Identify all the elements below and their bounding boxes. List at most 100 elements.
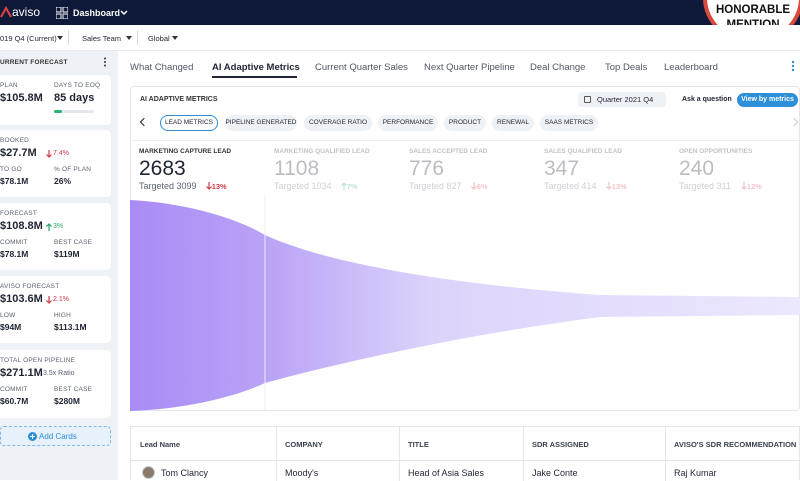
ask-question[interactable]: Ask a question xyxy=(682,96,732,103)
more-dots[interactable] xyxy=(790,60,796,72)
card-value: $27.7M xyxy=(0,147,37,159)
card-value: $108.8M xyxy=(0,220,43,232)
cell: Moody's xyxy=(285,468,319,478)
tab[interactable]: Next Quarter Pipeline xyxy=(424,62,515,73)
card-label: DAYS TO EOQ xyxy=(54,82,101,89)
cell: Raj Kumar xyxy=(674,468,717,478)
metric-chip[interactable]: LEAD METRICS xyxy=(160,115,218,131)
detail-label: BEST CASE xyxy=(54,386,93,393)
trend-arrow xyxy=(46,296,52,304)
summary-card: BOOKED $27.7M 7.4% TO GO $78.1M % OF PLAN 26% xyxy=(0,130,111,197)
summary-card: PLAN $105.8M DAYS TO EOQ 85 days xyxy=(0,75,111,125)
chip-divider xyxy=(131,140,799,141)
column-header[interactable]: TITLE xyxy=(408,440,429,449)
detail-label: TO GO xyxy=(0,166,22,173)
view-button[interactable]: View by metrics xyxy=(737,93,798,107)
trend-arrow xyxy=(470,182,477,190)
detail-value: $60.7M xyxy=(0,396,29,406)
detail-label: % OF PLAN xyxy=(54,166,92,173)
filter[interactable]: Sales Team xyxy=(82,34,122,43)
col-divider xyxy=(399,427,400,481)
tab[interactable]: Current Quarter Sales xyxy=(315,62,408,73)
cell: Tom Clancy xyxy=(161,468,209,478)
detail-value: 26% xyxy=(54,176,72,186)
detail-label: HIGH xyxy=(54,312,72,319)
col-divider xyxy=(276,427,277,481)
tab[interactable]: Leaderboard xyxy=(664,62,718,73)
tab-underline xyxy=(212,76,297,78)
card-label: BOOKED xyxy=(0,137,30,144)
detail-value: $78.1M xyxy=(0,176,29,186)
metric-chip[interactable]: PERFORMANCE xyxy=(378,115,438,131)
card-change: 7.4% xyxy=(53,150,69,157)
tab[interactable]: Top Deals xyxy=(605,62,648,73)
separator xyxy=(68,30,69,45)
stage-value: 240 xyxy=(679,157,715,180)
stage-change: 13% xyxy=(611,182,627,191)
metric-chip[interactable]: PRODUCT xyxy=(444,115,486,131)
stage-change: 6% xyxy=(476,182,488,191)
prev-arrow[interactable] xyxy=(139,117,149,127)
panel-title: AI ADAPTIVE METRICS xyxy=(140,96,218,103)
card-label: PLAN xyxy=(0,82,18,89)
calendar-icon xyxy=(584,96,591,103)
trend-arrow xyxy=(205,182,212,190)
period-select[interactable]: Quarter 2021 Q4 xyxy=(578,92,666,107)
add-cards[interactable]: Add Cards xyxy=(0,426,111,446)
logo: aviso xyxy=(12,5,41,19)
metric-chip[interactable]: SAAS METRICS xyxy=(540,115,598,131)
tab[interactable]: AI Adaptive Metrics xyxy=(212,62,300,73)
sidebar: URRENT FORECAST Add Cards PLAN $105.8M DAY… xyxy=(0,51,118,480)
filter[interactable]: 019 Q4 (Current) xyxy=(0,34,57,43)
separator xyxy=(137,30,138,45)
card-change: 3% xyxy=(53,223,64,230)
metric-chip[interactable]: PIPELINE GENERATED xyxy=(225,115,297,131)
stage-value: 1108 xyxy=(274,157,320,180)
card-note: 3.5x Ratio xyxy=(43,370,75,377)
summary-card: TOTAL OPEN PIPELINE $271.1M 3.5x Ratio COMM… xyxy=(0,350,111,418)
caret xyxy=(126,36,132,40)
detail-value: $119M xyxy=(54,249,80,259)
stage-change: 13% xyxy=(211,182,227,191)
trend-arrow xyxy=(740,182,747,190)
tab[interactable]: Deal Change xyxy=(530,62,586,73)
detail-value: $78.1M xyxy=(0,249,29,259)
period: Quarter 2021 Q4 xyxy=(597,95,654,104)
sidebar-title: URRENT FORECAST xyxy=(0,59,68,66)
stage-target: Targeted 3099 xyxy=(139,181,197,191)
filter[interactable]: Global xyxy=(148,34,170,43)
column-header[interactable]: SDR ASSIGNED xyxy=(532,440,589,449)
cell: Jake Conte xyxy=(532,468,578,478)
detail-label: LOW xyxy=(0,312,16,319)
next-arrow[interactable] xyxy=(789,117,799,127)
caret xyxy=(57,36,63,40)
nav-dashboard[interactable]: Dashboard xyxy=(73,8,121,18)
metric-chip[interactable]: COVERAGE RATIO xyxy=(304,115,372,131)
metric-chip[interactable]: RENEWAL xyxy=(492,115,534,131)
detail-label: BEST CASE xyxy=(54,239,93,246)
view-button-label: View by metrics xyxy=(741,96,794,103)
logo-mark xyxy=(0,6,12,18)
card-label: FORECAST xyxy=(0,210,37,217)
card-value: $103.6M xyxy=(0,293,43,305)
trend-arrow xyxy=(605,182,612,190)
stage-target: Targeted 1034 xyxy=(274,181,332,191)
tab[interactable]: What Changed xyxy=(130,62,194,73)
chevron xyxy=(120,10,128,16)
trend-arrow xyxy=(46,150,52,158)
detail-value: $280M xyxy=(54,396,80,406)
menu-dots[interactable] xyxy=(103,57,107,67)
column-header[interactable]: AVISO'S SDR RECOMMENDATION xyxy=(674,440,797,449)
stage-target: Targeted 311 xyxy=(679,181,731,191)
column-header[interactable]: Lead Name xyxy=(140,440,181,449)
stage-value: 2683 xyxy=(139,157,186,180)
stage-change: 12% xyxy=(746,182,762,191)
badge-line: HONORABLE xyxy=(715,4,791,16)
column-header[interactable]: COMPANY xyxy=(285,440,323,449)
detail-value: $113.1M xyxy=(54,322,87,332)
card-value: $105.8M xyxy=(0,92,43,104)
card-label: AVISO FORECAST xyxy=(0,283,60,290)
col-divider xyxy=(523,427,524,481)
progress-track xyxy=(54,110,94,113)
stage-target: Targeted 414 xyxy=(544,181,597,191)
